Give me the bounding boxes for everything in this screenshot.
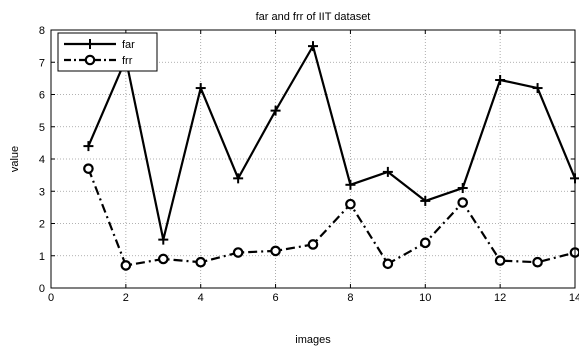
x-tick-label: 4 [198, 292, 204, 304]
legend-marker-frr [84, 54, 96, 66]
data-point-frr [270, 245, 281, 257]
x-axis-label: images [295, 334, 331, 346]
data-point-frr [307, 239, 319, 250]
chart-title: far and frr of IIT dataset [256, 11, 371, 23]
data-point-frr [532, 256, 543, 268]
legend-label-far: far [122, 39, 135, 51]
data-point-far [345, 179, 356, 190]
x-tick-label: 2 [123, 292, 129, 304]
x-tick-label: 10 [419, 292, 431, 304]
legend-label-frr: frr [122, 55, 133, 67]
y-tick-label: 2 [39, 219, 45, 231]
series-line-frr [87, 168, 576, 267]
legend-marker-far [85, 39, 95, 49]
grid [51, 30, 575, 288]
legend-item-far: far [64, 39, 135, 51]
data-point-frr [120, 260, 132, 271]
y-tick-label: 4 [39, 154, 45, 166]
data-point-far [420, 195, 431, 206]
x-tick-label: 6 [273, 292, 279, 304]
data-point-far [532, 83, 543, 94]
x-tick-label: 0 [48, 292, 54, 304]
data-point-frr [157, 253, 169, 265]
data-point-far [308, 41, 318, 52]
data-point-frr [232, 247, 244, 258]
data-point-far [495, 74, 506, 85]
series-layer [83, 41, 579, 271]
data-point-far [233, 173, 244, 184]
legend: far frr [57, 32, 158, 72]
data-point-far [457, 183, 468, 194]
data-point-frr [195, 256, 207, 268]
data-point-frr [382, 258, 394, 270]
data-point-frr [419, 237, 431, 249]
y-tick-label: 0 [39, 283, 45, 295]
legend-item-frr: frr [64, 54, 133, 67]
data-point-frr [345, 198, 356, 210]
y-tick-label: 8 [39, 25, 45, 37]
y-tick-label: 1 [39, 251, 45, 263]
y-tick-label: 7 [39, 57, 45, 69]
legend-box [57, 32, 158, 72]
y-tick-label: 6 [39, 90, 45, 102]
y-axis-label: value [9, 146, 21, 172]
data-point-far [270, 105, 281, 116]
data-point-far [382, 166, 393, 177]
y-tick-label: 3 [39, 186, 45, 198]
data-point-far [195, 83, 206, 94]
data-point-frr [83, 163, 94, 174]
data-point-frr [457, 197, 469, 208]
series-line-far [87, 45, 577, 241]
data-point-frr [494, 255, 506, 266]
data-point-far [158, 234, 169, 245]
x-tick-label: 14 [569, 292, 579, 304]
x-tick-label: 12 [494, 292, 506, 304]
y-tick-label: 5 [39, 122, 45, 134]
x-tick-label: 8 [347, 292, 353, 304]
data-point-far [83, 141, 94, 152]
